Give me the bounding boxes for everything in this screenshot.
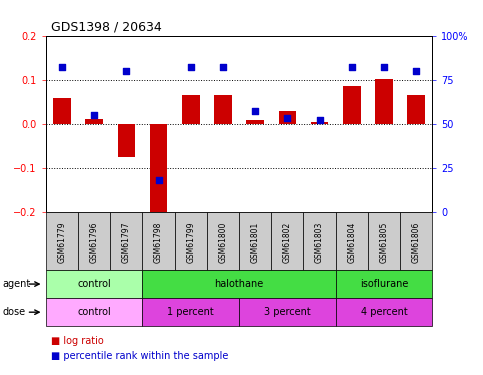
Bar (239, 298, 336, 326)
Point (284, 116, 291, 122)
Bar (239, 212, 271, 270)
Text: halothane: halothane (214, 279, 264, 289)
Bar (336, 270, 432, 298)
Text: GSM61796: GSM61796 (90, 222, 99, 263)
Bar (400, 212, 432, 270)
Bar (271, 212, 303, 270)
Point (58, 64, 66, 70)
Point (90, 112, 98, 118)
Text: 4 percent: 4 percent (361, 307, 407, 317)
Point (155, 177, 162, 183)
Bar (343, 86, 361, 124)
Point (219, 64, 227, 70)
Bar (407, 95, 425, 124)
Text: agent: agent (2, 279, 30, 289)
Text: control: control (77, 307, 111, 317)
Text: ■ percentile rank within the sample: ■ percentile rank within the sample (51, 351, 228, 361)
Text: GSM61801: GSM61801 (251, 222, 260, 263)
Point (251, 108, 259, 114)
Point (187, 64, 195, 70)
Bar (311, 122, 328, 124)
Bar (368, 212, 400, 270)
Bar (214, 95, 232, 124)
Text: 1 percent: 1 percent (168, 307, 214, 317)
Text: 3 percent: 3 percent (264, 307, 311, 317)
Point (316, 117, 324, 123)
Point (123, 68, 130, 74)
Text: GSM61799: GSM61799 (186, 222, 195, 263)
Text: dose: dose (2, 307, 26, 317)
Bar (142, 298, 239, 326)
Text: GSM61779: GSM61779 (57, 222, 67, 263)
Bar (46, 212, 78, 270)
Bar (182, 95, 199, 124)
Bar (53, 98, 71, 124)
Bar (110, 212, 142, 270)
Text: GDS1398 / 20634: GDS1398 / 20634 (51, 21, 161, 34)
Point (380, 64, 388, 70)
Text: GSM61797: GSM61797 (122, 222, 131, 263)
Text: GSM61800: GSM61800 (218, 222, 227, 263)
Bar (142, 270, 336, 298)
Bar (336, 212, 368, 270)
Bar (175, 212, 207, 270)
Bar (207, 212, 239, 270)
Text: GSM61803: GSM61803 (315, 222, 324, 263)
Bar (78, 212, 110, 270)
Bar (375, 79, 393, 124)
Text: ■ log ratio: ■ log ratio (51, 336, 103, 346)
Text: GSM61805: GSM61805 (380, 222, 388, 263)
Bar (46, 298, 142, 326)
Point (348, 64, 355, 70)
Bar (246, 120, 264, 124)
Bar (336, 298, 432, 326)
Bar (279, 111, 296, 124)
Text: isoflurane: isoflurane (360, 279, 408, 289)
Bar (150, 124, 168, 212)
Bar (142, 212, 175, 270)
Bar (117, 124, 135, 157)
Text: GSM61798: GSM61798 (154, 222, 163, 263)
Bar (303, 212, 336, 270)
Text: GSM61806: GSM61806 (412, 222, 421, 263)
Bar (85, 119, 103, 124)
Bar (46, 270, 142, 298)
Text: GSM61802: GSM61802 (283, 222, 292, 263)
Point (412, 68, 420, 74)
Text: GSM61804: GSM61804 (347, 222, 356, 263)
Text: control: control (77, 279, 111, 289)
